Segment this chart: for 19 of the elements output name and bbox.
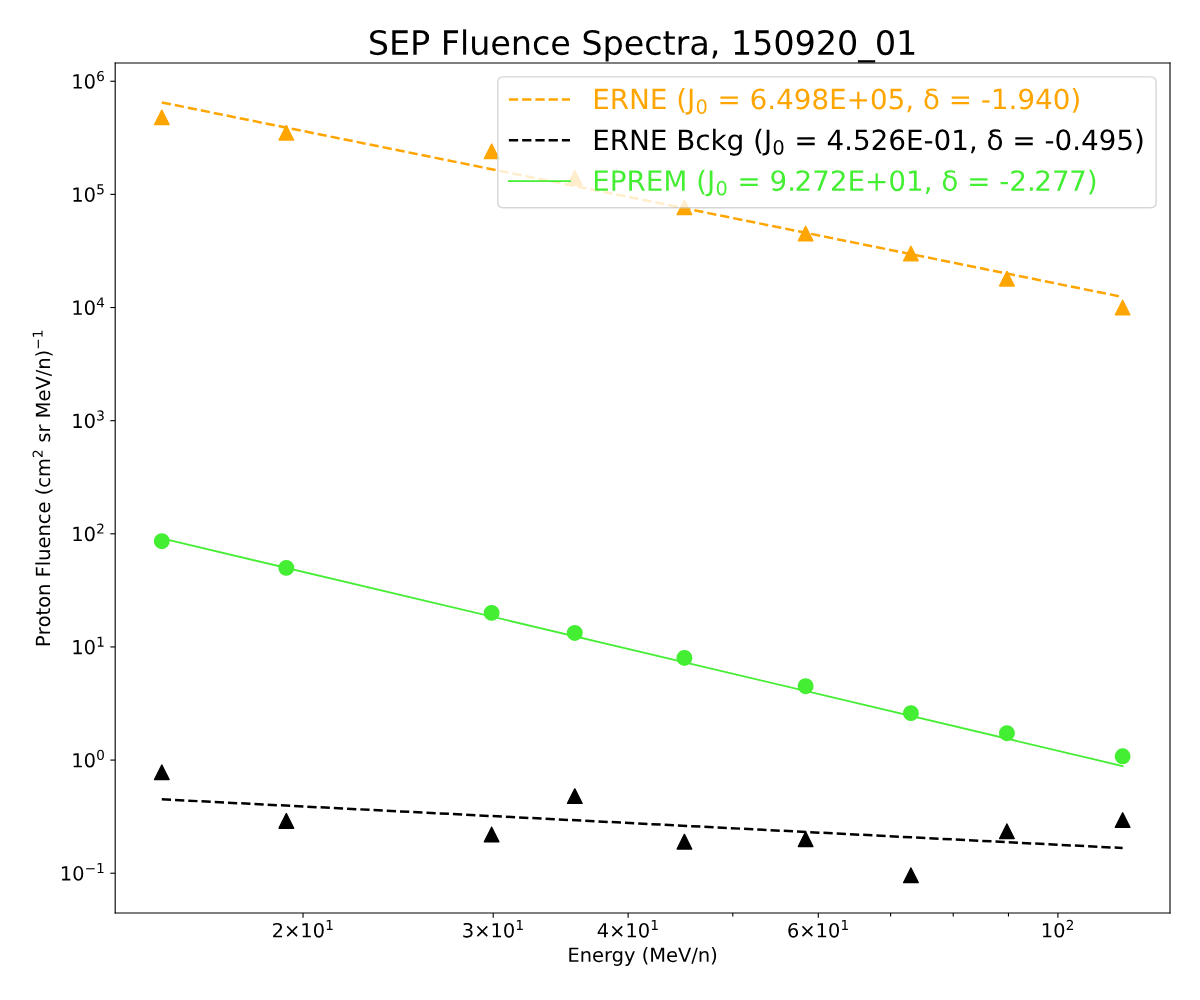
y-tick-label: 10$^{3}$ [73, 410, 104, 429]
y-tick-label: 10$^{5}$ [73, 184, 104, 202]
y-tick-label: 10$^{1}$ [73, 636, 104, 655]
legend-label: ERNE Bckg (J$_{0}$ = 4.526E-01, δ = -0.495) [594, 128, 1143, 156]
y-tick-label: 10$^{4}$ [73, 297, 105, 316]
y-axis-title: Proton Fluence (cm$^{2}$ sr MeV/n)$^{−1}$ [32, 330, 53, 646]
x-tick-label: 2×10$^{1}$ [273, 920, 333, 938]
y-tick-label: 10$^{0}$ [73, 749, 104, 768]
y-tick-label: 10$^{6}$ [73, 70, 104, 89]
y-tick-label: 10$^{−1}$ [61, 863, 104, 881]
x-tick-label: 4×10$^{1}$ [597, 920, 658, 938]
chart-title: SEP Fluence Spectra, 150920_01 [370, 29, 915, 63]
x-axis-title: Energy (MeV/n) [569, 947, 717, 966]
x-tick-label: 3×10$^{1}$ [463, 920, 523, 938]
x-tick-label: 10$^{2}$ [1042, 919, 1074, 938]
y-tick-label: 10$^{2}$ [73, 523, 104, 542]
x-tick-label: 6×10$^{1}$ [788, 920, 848, 938]
legend-label: ERNE (J$_{0}$ = 6.498E+05, δ = -1.940) [594, 88, 1079, 115]
legend-label: EPREM (J$_{0}$ = 9.272E+01, δ = -2.277) [594, 169, 1096, 197]
